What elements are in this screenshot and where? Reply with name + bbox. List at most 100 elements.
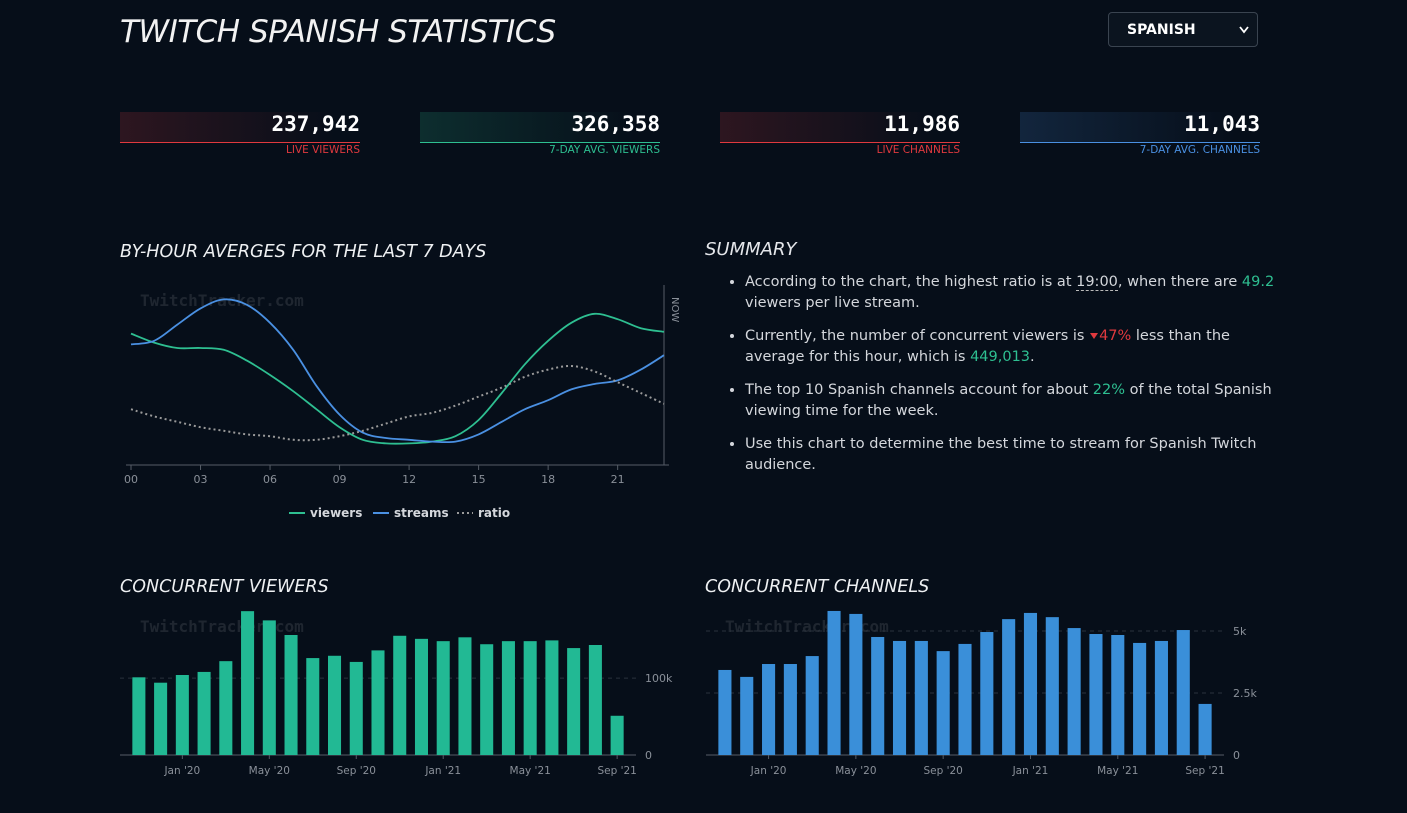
- down-icon: [1090, 333, 1099, 339]
- text: less than the average for this hour, whi…: [745, 328, 1230, 365]
- bar: [1002, 619, 1016, 755]
- text: Currently, the number of concurrent view…: [745, 328, 1090, 344]
- stat-value: 237,942: [271, 112, 360, 136]
- y-tick-label: 2.5k: [1233, 687, 1257, 700]
- x-tick-label: Sep '20: [337, 765, 376, 777]
- series-line: [130, 298, 665, 444]
- bar: [762, 664, 776, 755]
- bar: [1198, 703, 1212, 755]
- bar: [284, 635, 298, 755]
- y-tick-label: 0: [1233, 749, 1240, 762]
- x-tick-label: Sep '21: [597, 765, 636, 777]
- summary-item: According to the chart, the highest rati…: [745, 272, 1280, 314]
- bar: [1045, 617, 1059, 755]
- x-tick-label: 03: [194, 473, 208, 486]
- bar: [1023, 612, 1038, 755]
- stat-box: 326,358 7-DAY AVG. VIEWERS: [420, 112, 660, 156]
- watermark: TwitchTracker.com: [140, 617, 304, 636]
- bar: [849, 613, 863, 755]
- stat-glow: [120, 112, 360, 142]
- y-tick-label: 5k: [1233, 625, 1247, 638]
- x-tick-label: Jan '21: [1012, 765, 1049, 777]
- bar: [610, 715, 624, 755]
- stat-label: LIVE CHANNELS: [876, 144, 960, 156]
- bar: [1111, 635, 1125, 755]
- bar: [154, 682, 168, 755]
- summary-title: SUMMARY: [705, 239, 797, 260]
- x-tick-label: May '20: [249, 765, 290, 777]
- stat-label: 7-DAY AVG. CHANNELS: [1139, 144, 1260, 156]
- bar: [1089, 634, 1103, 755]
- stat-label: 7-DAY AVG. VIEWERS: [549, 144, 660, 156]
- x-tick-label: 18: [541, 473, 555, 486]
- y-tick-label: 0: [645, 749, 652, 762]
- stat-value: 326,358: [571, 112, 660, 136]
- bar: [175, 675, 189, 755]
- bar: [523, 641, 537, 755]
- bar: [718, 669, 732, 755]
- text: Use this chart to determine the best tim…: [745, 436, 1257, 473]
- summary-item: Use this chart to determine the best tim…: [745, 434, 1280, 476]
- bar: [393, 635, 407, 755]
- series-line: [130, 312, 665, 445]
- text: viewers per live stream.: [745, 295, 920, 311]
- bar: [241, 611, 255, 755]
- bar: [480, 644, 494, 755]
- legend-label: viewers: [310, 506, 362, 520]
- bar: [1176, 630, 1190, 755]
- x-tick-label: 21: [611, 473, 625, 486]
- bar: [827, 610, 841, 755]
- chart-title: BY-HOUR AVERGES FOR THE LAST 7 DAYS: [120, 242, 486, 262]
- bar: [1133, 642, 1147, 755]
- bar: [980, 632, 994, 755]
- bar: [132, 677, 146, 755]
- x-tick-label: 12: [402, 473, 416, 486]
- text: 47%: [1099, 328, 1132, 344]
- x-tick-label: 15: [472, 473, 486, 486]
- bar: [328, 655, 342, 755]
- stat-label: LIVE VIEWERS: [286, 144, 360, 156]
- stat-box: 11,986 LIVE CHANNELS: [720, 112, 960, 156]
- y-tick-label: 100k: [645, 672, 673, 685]
- watermark: TwitchTracker.com: [725, 617, 889, 636]
- x-tick-label: Jan '20: [750, 765, 787, 777]
- select-value: SPANISH: [1127, 22, 1196, 38]
- summary-item: Currently, the number of concurrent view…: [745, 326, 1280, 368]
- bar: [567, 648, 581, 755]
- stat-glow: [1020, 112, 1260, 142]
- bar: [545, 640, 559, 755]
- stat-glow: [720, 112, 960, 142]
- bar: [1067, 628, 1081, 755]
- bar: [458, 637, 472, 755]
- legend-label: streams: [394, 506, 449, 520]
- stat-glow: [420, 112, 660, 142]
- x-tick-label: Sep '20: [923, 765, 962, 777]
- language-select[interactable]: SPANISH: [1108, 12, 1258, 47]
- text: The top 10 Spanish channels account for …: [745, 382, 1093, 398]
- x-tick-label: Jan '20: [163, 765, 200, 777]
- stat-box: 237,942 LIVE VIEWERS: [120, 112, 360, 156]
- chevron-icon: [1239, 26, 1249, 34]
- now-label: NOW: [669, 297, 680, 322]
- bar: [414, 638, 428, 755]
- bar: [436, 641, 450, 755]
- stat-box: 11,043 7-DAY AVG. CHANNELS: [1020, 112, 1260, 156]
- bar: [958, 643, 972, 755]
- bar: [371, 650, 385, 755]
- text: According to the chart, the highest rati…: [745, 274, 1077, 290]
- text: 49.2: [1241, 274, 1275, 290]
- text: of the total Spanish viewing time for th…: [745, 382, 1272, 419]
- x-tick-label: 06: [263, 473, 277, 486]
- bar: [501, 641, 515, 755]
- x-tick-label: Jan '21: [424, 765, 461, 777]
- x-tick-label: May '21: [510, 765, 551, 777]
- bar: [588, 645, 602, 755]
- bar: [892, 640, 907, 755]
- text: 19:00: [1076, 274, 1118, 291]
- text: 449,013: [970, 349, 1031, 365]
- summary-item: The top 10 Spanish channels account for …: [745, 380, 1280, 422]
- chart-title: CONCURRENT VIEWERS: [120, 577, 329, 597]
- text: 22%: [1092, 382, 1126, 398]
- text: , when there are: [1117, 274, 1242, 290]
